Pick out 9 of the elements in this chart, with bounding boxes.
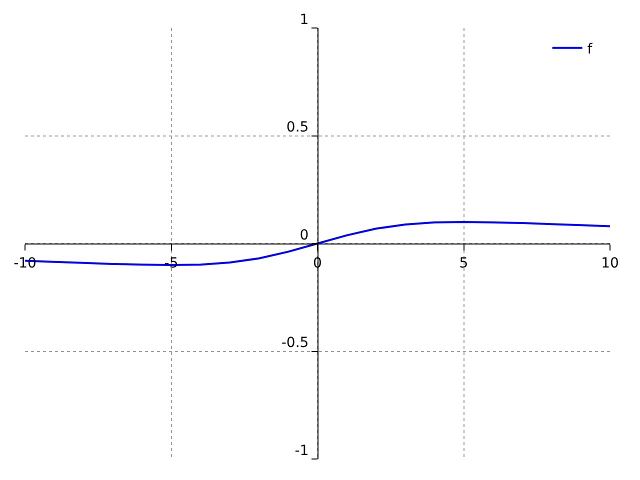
y-tick-label: 0 [300, 227, 309, 244]
y-tick-label: 0.5 [286, 120, 309, 136]
legend-label: f [587, 41, 594, 58]
x-tick-label: 5 [459, 255, 468, 272]
x-tick-label: -10 [14, 255, 36, 272]
x-tick-label: 10 [601, 255, 619, 272]
y-tick-label: -0.5 [281, 335, 309, 352]
y-tick-label: -1 [294, 442, 309, 459]
y-tick-label: 1 [300, 12, 309, 28]
